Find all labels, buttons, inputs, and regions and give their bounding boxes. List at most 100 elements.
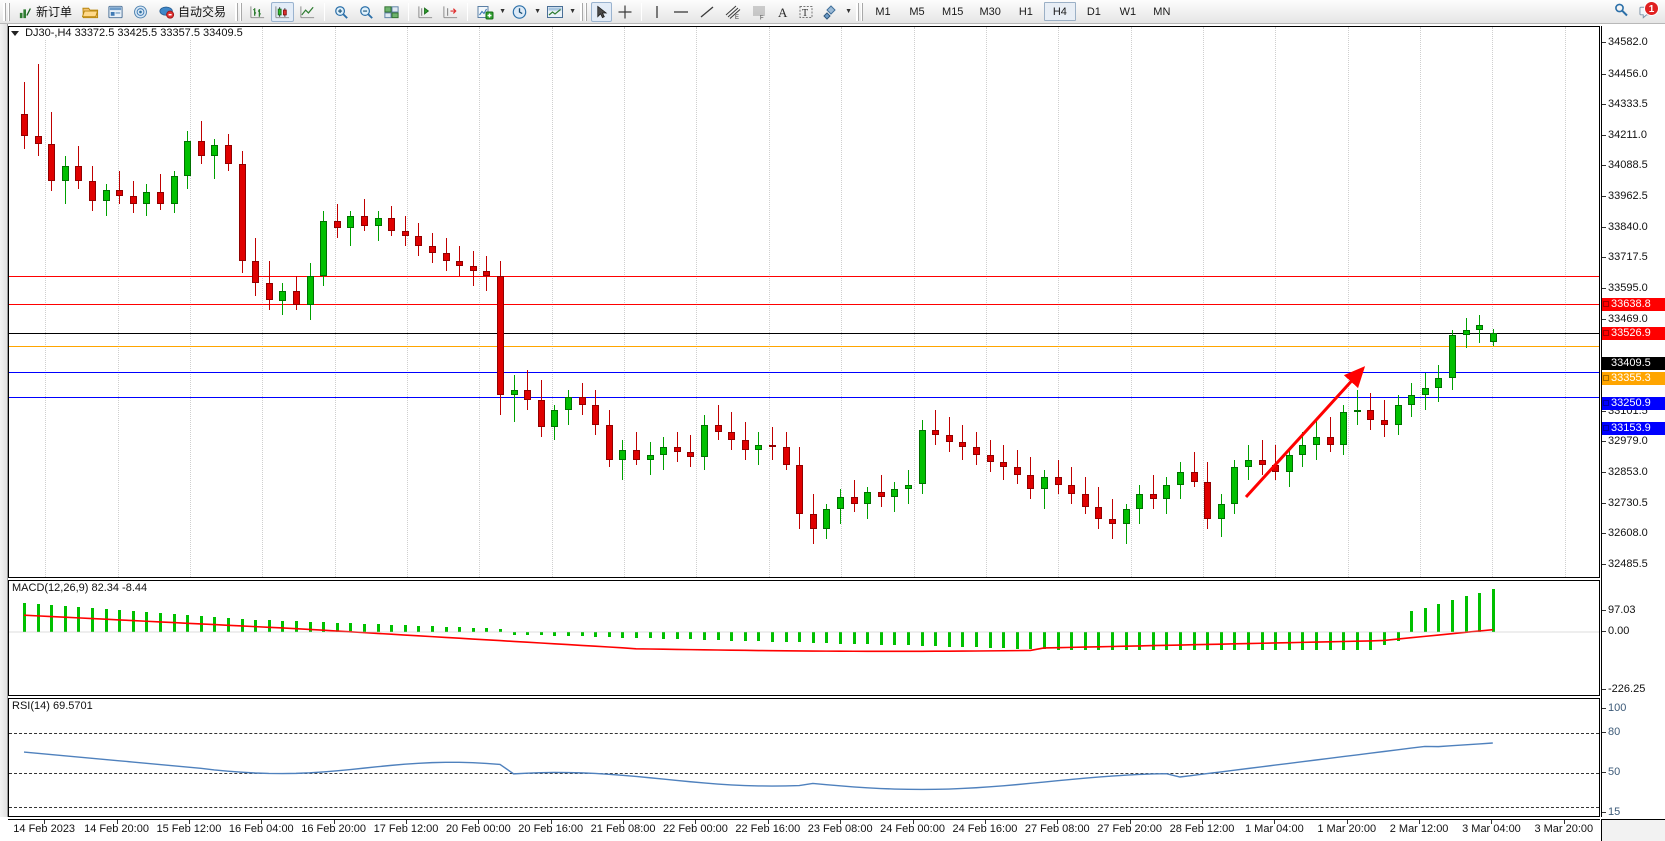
timeframe-h1[interactable]: H1 [1018,5,1033,18]
toolbar-grip-4[interactable] [856,2,864,21]
macd-bar [648,632,652,639]
time-label: 28 Feb 12:00 [1169,823,1235,835]
chart-left-gutter[interactable] [0,24,8,817]
macd-bar [988,632,992,648]
price-level-tag[interactable]: 33409.5 [1602,357,1665,370]
rsi-overbought-line [9,733,1599,734]
vertical-gridline [1564,27,1566,577]
bar-chart-button[interactable] [246,2,269,22]
macd-pane[interactable]: MACD(12,26,9) 82.34 -8.44 [8,580,1600,696]
templates-button[interactable] [543,2,567,22]
macd-signal-line [9,614,1599,653]
folder-icon [82,7,99,18]
zoom-in-icon [335,5,348,19]
zoom-in-button[interactable] [330,2,353,22]
indicators-dropdown-caret[interactable]: ▼ [499,8,506,15]
timeframe-d1[interactable]: D1 [1086,5,1101,18]
macd-bar [36,603,40,632]
open-data-folder-button[interactable] [79,2,102,22]
shapes-dropdown-caret[interactable]: ▼ [845,8,852,15]
level-line-entry-orange[interactable] [9,346,1599,348]
time-label: 1 Mar 04:00 [1245,823,1304,835]
level-line-resistance-2[interactable] [9,303,1599,305]
toolbar-grip[interactable] [3,2,10,21]
line-chart-button[interactable] [296,2,319,22]
equidistant-channel-button[interactable]: E [721,2,745,22]
indicators-button[interactable] [473,2,497,22]
macd-bar [893,632,897,646]
macd-bar [1260,632,1264,650]
time-axis[interactable]: 14 Feb 2023 14 Feb 20:00 15 Feb 12:00 16 Fe… [8,819,1600,841]
macd-bar [879,632,883,645]
time-label: 14 Feb 20:00 [84,823,149,835]
new-order-icon [19,7,31,18]
trendline-tool-button[interactable] [695,2,719,22]
market-watch-button[interactable] [104,2,127,22]
auto-trading-icon [159,6,175,19]
price-level-tag[interactable]: 33250.9 [1602,397,1665,410]
candlestick-chart-button[interactable] [271,1,295,22]
timeframe-m15[interactable]: M15 [942,5,964,18]
price-level-tag[interactable]: 33526.9 [1602,327,1665,340]
notifications-button[interactable]: 1 [1636,0,1659,21]
level-line-current-price[interactable] [9,332,1599,334]
price-level-tag[interactable]: 33355.3 [1602,372,1665,385]
level-line-support-1[interactable] [9,372,1599,374]
text-label-tool-button[interactable]: T [795,2,817,22]
level-line-resistance-1[interactable] [9,275,1599,277]
signals-button[interactable] [129,2,152,22]
level-line-support-2[interactable] [9,396,1599,398]
macd-bar [567,632,570,637]
vertical-gridline [1130,27,1132,577]
macd-bar [1369,632,1373,650]
arrow-cursor-icon [597,5,608,18]
timeframe-h4[interactable]: H4 [1043,2,1076,21]
macd-bar [1070,632,1074,650]
vertical-gridline [696,27,698,577]
toolbar-grip-2[interactable] [235,2,243,21]
time-tick [188,820,190,824]
macd-bar [798,632,802,643]
new-order-button[interactable]: 新订单 [14,2,77,22]
macd-bar [866,632,870,645]
templates-dropdown-caret[interactable]: ▼ [569,8,576,15]
timeframe-group: M1 M5 M15 M30 H1 H4 D1 W1 MN [866,2,1179,21]
timeframe-mn[interactable]: MN [1153,5,1171,18]
timeframe-m1[interactable]: M1 [875,5,891,18]
time-tick [623,820,625,824]
price-pane[interactable]: DJ30-,H4 33372.5 33425.5 33357.5 33409.5 [8,26,1600,578]
shift-end-button[interactable] [414,2,437,22]
text-icon: A [778,5,788,20]
macd-bar [77,606,81,632]
auto-scroll-button[interactable] [439,2,462,22]
tile-windows-button[interactable] [380,2,403,22]
price-level-tag[interactable]: 33153.9 [1602,422,1665,435]
rsi-pane[interactable]: RSI(14) 69.5701 [8,698,1600,817]
macd-bar [335,622,339,632]
price-axis[interactable]: 34582.0 34456.0 34333.5 34211.0 34088.5 33962… [1601,26,1665,818]
shapes-tool-button[interactable] [819,2,843,22]
macd-bar [961,632,965,647]
crosshair-tool-button[interactable] [614,2,636,22]
rsi-tick: 50 [1602,766,1665,778]
period-button[interactable] [508,2,532,22]
timeframe-m5[interactable]: M5 [909,5,925,18]
price-level-tag[interactable]: 33638.8 [1602,298,1665,311]
zoom-out-button[interactable] [355,2,378,22]
collapse-caret-icon[interactable] [11,30,19,36]
macd-bar [254,619,258,632]
toolbar-grip-3[interactable] [580,2,588,21]
search-icon[interactable] [1613,2,1629,21]
cursor-tool-button[interactable] [591,1,613,22]
fibonacci-tool-button[interactable]: F [747,2,771,22]
time-label: 27 Feb 08:00 [1024,823,1090,835]
horizontal-line-tool-button[interactable] [669,2,693,22]
timeframe-m30[interactable]: M30 [979,5,1001,18]
vertical-gridline [189,27,191,577]
vertical-line-tool-button[interactable] [647,2,667,22]
text-tool-button[interactable]: A [773,2,793,22]
period-dropdown-caret[interactable]: ▼ [534,8,541,15]
auto-trading-button[interactable]: 自动交易 [154,2,231,22]
time-tick [695,820,697,824]
timeframe-w1[interactable]: W1 [1119,5,1137,18]
